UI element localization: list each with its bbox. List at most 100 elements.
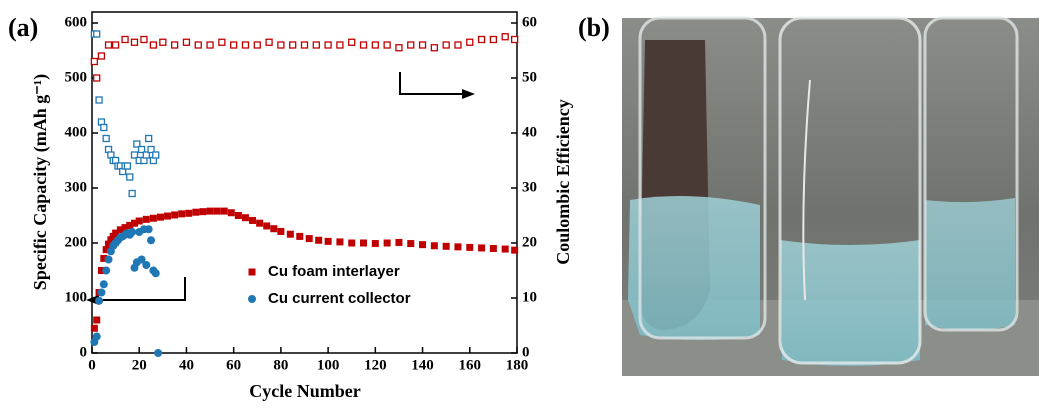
point bbox=[266, 39, 272, 45]
point bbox=[96, 97, 102, 103]
point bbox=[466, 244, 473, 251]
x-tick-label: 40 bbox=[179, 357, 194, 373]
y2-axis-title: Coulombic Efficiency bbox=[553, 99, 573, 264]
point bbox=[511, 247, 518, 254]
point bbox=[287, 231, 294, 238]
point bbox=[160, 39, 166, 45]
point bbox=[141, 37, 147, 43]
point bbox=[443, 42, 449, 48]
x-tick-label: 120 bbox=[364, 357, 387, 373]
point bbox=[127, 174, 133, 180]
x-tick-label: 140 bbox=[411, 357, 434, 373]
point bbox=[249, 217, 256, 224]
point bbox=[98, 53, 104, 59]
point bbox=[221, 208, 228, 215]
y2-tick-label: 40 bbox=[522, 124, 537, 140]
point bbox=[490, 245, 497, 252]
point bbox=[142, 261, 150, 269]
point bbox=[145, 225, 153, 233]
y-tick-label: 100 bbox=[65, 289, 88, 305]
legend-label: Cu current collector bbox=[268, 290, 411, 307]
point bbox=[277, 228, 284, 235]
point bbox=[407, 240, 414, 247]
point bbox=[384, 42, 390, 48]
point bbox=[443, 243, 450, 250]
point bbox=[454, 243, 461, 250]
point bbox=[420, 42, 426, 48]
point bbox=[94, 75, 100, 81]
point bbox=[360, 240, 367, 247]
y2-tick-label: 20 bbox=[522, 234, 537, 250]
point bbox=[214, 208, 221, 215]
x-tick-label: 20 bbox=[132, 357, 147, 373]
x-tick-label: 80 bbox=[273, 357, 288, 373]
y2-tick-label: 10 bbox=[522, 289, 537, 305]
y2-tick-label: 30 bbox=[522, 179, 537, 195]
point bbox=[278, 42, 284, 48]
point bbox=[178, 210, 185, 217]
legend-marker bbox=[249, 269, 256, 276]
point bbox=[101, 125, 107, 131]
point bbox=[150, 215, 157, 222]
point bbox=[102, 267, 110, 275]
y2-tick-label: 50 bbox=[522, 69, 537, 85]
point bbox=[256, 220, 263, 227]
point bbox=[315, 237, 322, 244]
point bbox=[219, 39, 225, 45]
point bbox=[105, 256, 113, 264]
point bbox=[150, 42, 156, 48]
point bbox=[361, 42, 367, 48]
point bbox=[192, 209, 199, 216]
panel-label: (a) bbox=[8, 13, 38, 42]
point bbox=[396, 45, 402, 51]
point bbox=[152, 269, 160, 277]
photo bbox=[622, 18, 1039, 376]
point bbox=[93, 333, 101, 341]
x-tick-label: 60 bbox=[226, 357, 241, 373]
point bbox=[113, 42, 119, 48]
y2-tick-label: 0 bbox=[522, 344, 530, 360]
point bbox=[296, 233, 303, 240]
point bbox=[94, 31, 100, 37]
point bbox=[325, 42, 331, 48]
point bbox=[231, 42, 237, 48]
point bbox=[306, 235, 313, 242]
point bbox=[93, 317, 100, 324]
point bbox=[254, 42, 260, 48]
y-tick-label: 0 bbox=[80, 344, 88, 360]
x-tick-label: 0 bbox=[88, 357, 96, 373]
legend-label: Cu foam interlayer bbox=[268, 263, 400, 280]
point bbox=[153, 152, 159, 158]
point bbox=[172, 42, 178, 48]
panel-label: (b) bbox=[578, 13, 610, 42]
figure: (a) (b) Cycle Number Specific Capacity (… bbox=[0, 0, 1044, 405]
point bbox=[195, 42, 201, 48]
point bbox=[270, 225, 277, 232]
point bbox=[502, 246, 509, 253]
point bbox=[122, 37, 128, 43]
x-axis-title: Cycle Number bbox=[249, 381, 360, 401]
y-tick-label: 600 bbox=[65, 14, 88, 30]
point bbox=[147, 236, 155, 244]
point bbox=[408, 42, 414, 48]
point bbox=[95, 297, 103, 305]
arrow-head bbox=[462, 89, 475, 99]
point bbox=[199, 208, 206, 215]
point bbox=[91, 325, 98, 332]
point bbox=[313, 42, 319, 48]
point bbox=[431, 45, 437, 51]
point bbox=[154, 349, 162, 357]
y2-tick-label: 60 bbox=[522, 14, 537, 30]
point bbox=[479, 37, 485, 43]
point bbox=[325, 238, 332, 245]
point bbox=[124, 163, 130, 169]
point bbox=[183, 39, 189, 45]
y-tick-label: 200 bbox=[65, 234, 88, 250]
point bbox=[235, 212, 242, 219]
point bbox=[136, 218, 143, 225]
point bbox=[91, 59, 97, 65]
point bbox=[263, 222, 270, 229]
point bbox=[143, 216, 150, 223]
point bbox=[97, 289, 105, 297]
point bbox=[384, 240, 391, 247]
